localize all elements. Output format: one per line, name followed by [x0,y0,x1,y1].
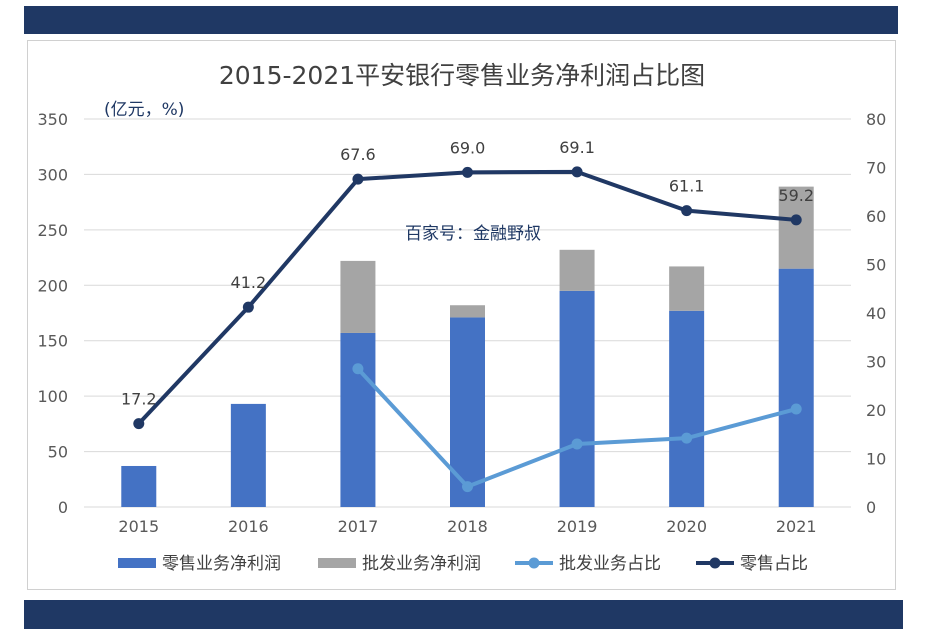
chart-title: 2015-2021平安银行零售业务净利润占比图 [219,61,705,90]
x-tick-label: 2016 [228,517,269,536]
legend-swatch [318,558,356,568]
y-left-tick: 0 [58,498,68,517]
bar-retail [778,268,814,507]
bottom-banner [24,600,903,629]
bar-retail [230,403,266,507]
legend-marker [528,557,540,569]
y-right-tick: 30 [866,353,886,372]
y-left-tick: 200 [37,276,68,295]
point-retail-share [242,301,254,313]
point-retail-share [790,214,802,226]
y-right-tick: 60 [866,207,886,226]
y-right-tick: 80 [866,110,886,129]
y-right-tick: 20 [866,401,886,420]
y-left-tick: 300 [37,165,68,184]
bar-wholesale [450,305,485,318]
point-wholesale-share [681,432,693,444]
y-left-tick: 250 [37,221,68,240]
y-right-tick: 10 [866,450,886,469]
data-label: 69.0 [450,138,486,157]
top-banner [24,6,898,34]
point-wholesale-share [790,403,802,415]
bar-retail [669,310,705,507]
point-retail-share [352,173,364,185]
legend-swatch [118,558,156,568]
y-left-tick: 50 [48,443,68,462]
bar-wholesale [340,260,376,333]
data-label: 59.2 [778,186,814,205]
data-label: 61.1 [669,177,705,196]
data-label: 17.2 [121,390,157,409]
bar-wholesale [559,249,595,291]
point-retail-share [571,166,583,178]
bar-wholesale [669,266,705,311]
watermark: 百家号：金融野叔 [405,224,541,244]
y-left-tick: 100 [37,387,68,406]
x-tick-label: 2017 [338,517,379,536]
data-label: 69.1 [559,138,595,157]
bar-wholesale [778,186,814,269]
legend-label: 批发业务占比 [559,554,661,574]
x-tick-label: 2020 [666,517,707,536]
point-wholesale-share [571,438,583,450]
point-retail-share [133,418,145,430]
x-tick-label: 2015 [118,517,159,536]
data-label: 41.2 [231,273,267,292]
legend-label: 零售占比 [740,554,808,574]
legend-label: 零售业务净利润 [162,554,281,574]
bar-retail [559,290,595,507]
bar-retail [450,317,485,507]
x-tick-label: 2019 [557,517,598,536]
unit-label: (亿元，%) [104,100,184,120]
y-right-tick: 40 [866,304,886,323]
y-right-tick: 70 [866,159,886,178]
y-right-tick: 0 [866,498,876,517]
point-retail-share [462,166,473,178]
legend-label: 批发业务净利润 [362,554,481,574]
bar-retail [121,465,157,507]
x-tick-label: 2018 [447,517,488,536]
y-left-tick: 150 [37,332,68,351]
data-label: 67.6 [340,145,376,164]
point-wholesale-share [462,481,473,493]
legend-marker [709,557,721,569]
y-right-tick: 50 [866,256,886,275]
y-left-tick: 350 [37,110,68,129]
x-tick-label: 2021 [776,517,817,536]
point-retail-share [681,205,693,217]
point-wholesale-share [352,363,364,375]
bar-retail [340,332,376,507]
